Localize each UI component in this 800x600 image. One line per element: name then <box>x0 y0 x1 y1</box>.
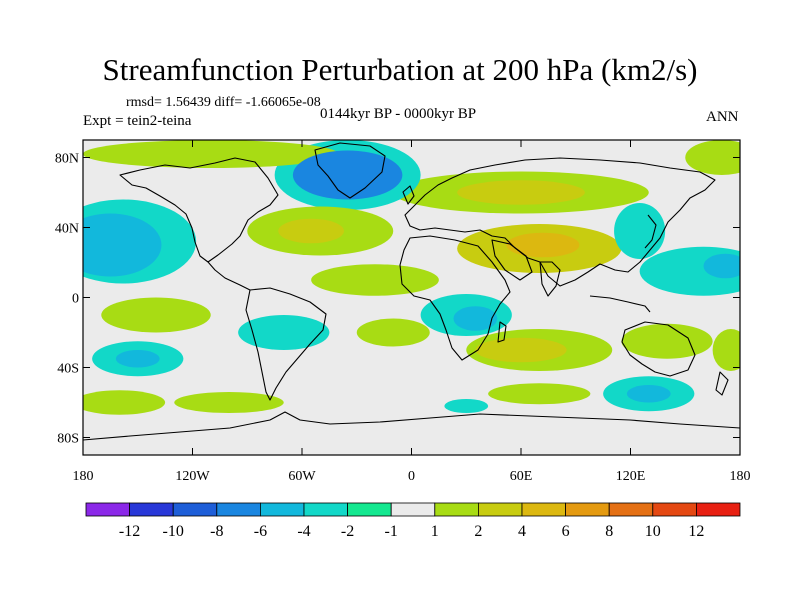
colorbar-label: -10 <box>163 523 184 540</box>
coast-arabia <box>491 239 533 281</box>
anomaly-atlantic-subtrop <box>311 264 439 296</box>
anomaly-south-africa <box>444 399 489 413</box>
lon-tick-label: 60W <box>288 469 316 484</box>
coast-greenland <box>314 142 386 199</box>
lat-tick-label: 80S <box>57 432 79 447</box>
coast-new-zealand <box>715 371 729 396</box>
colorbar-swatch <box>434 502 479 517</box>
colorbar-swatch <box>696 502 741 517</box>
coast-south-america <box>245 287 327 401</box>
colorbar-swatch <box>477 502 523 517</box>
colorbar-label: 2 <box>474 523 482 540</box>
lon-tick-label: 180 <box>73 469 94 484</box>
experiment-text: Expt = tein2-teina <box>83 113 192 129</box>
anomaly-arctic-band <box>83 140 339 168</box>
lon-tick-label: 180 <box>730 469 751 484</box>
colorbar-label: -12 <box>119 523 140 540</box>
anomaly-south-ocean-mid <box>174 392 284 413</box>
anomaly-east-asia <box>614 203 666 259</box>
colorbar-swatch <box>172 502 218 517</box>
anomaly-s-pacific-low-core <box>115 350 160 368</box>
colorbar-swatch <box>652 502 697 517</box>
chart-title: Streamfunction Perturbation at 200 hPa (… <box>102 52 698 87</box>
coast-central-america <box>207 261 251 291</box>
lon-tick-label: 120W <box>175 469 210 484</box>
period-text: 0144kyr BP - 0000kyr BP <box>320 106 477 122</box>
stats-text: rmsd= 1.56439 diff= -1.66065e-08 <box>126 95 321 110</box>
coast-madagascar <box>497 321 507 343</box>
coast-north-america <box>119 157 279 263</box>
colorbar-swatch <box>303 502 348 517</box>
anomaly-south-atlantic <box>356 318 430 347</box>
anomaly-east-pacific-south <box>712 329 740 371</box>
lon-tick-label: 60E <box>510 469 533 484</box>
season-text: ANN <box>706 109 739 125</box>
coast-japan <box>644 214 657 249</box>
anomaly-s-america-band <box>238 315 330 350</box>
colorbar-label: 10 <box>645 523 661 540</box>
colorbar-label: 1 <box>431 523 439 540</box>
colorbar-swatch <box>608 502 654 517</box>
anomaly-indian-ocean-core <box>475 337 567 363</box>
colorbar-label: 12 <box>688 523 704 540</box>
anomaly-africa-east-core <box>453 306 498 331</box>
anomaly-s-pacific-band <box>101 297 211 333</box>
lat-ticks: 80N 40N 0 40S 80S <box>55 152 740 447</box>
lat-tick-label: 40S <box>57 362 79 377</box>
coastlines <box>83 142 740 441</box>
anomaly-australia <box>621 323 713 359</box>
colorbar-swatch <box>565 502 610 517</box>
anomaly-eurasia-core <box>457 180 585 205</box>
colorbar-swatch <box>259 502 305 517</box>
anomaly-south-asia-core <box>506 232 580 258</box>
colorbar-swatch <box>129 502 174 517</box>
colorbar-label: -2 <box>341 523 354 540</box>
coast-antarctica <box>83 411 740 441</box>
colorbar-swatch <box>390 502 436 517</box>
lat-tick-label: 40N <box>55 222 79 237</box>
colorbar-label: -4 <box>297 523 310 540</box>
anomaly-southern-indian-core <box>626 385 671 403</box>
colorbar-label: 8 <box>605 523 613 540</box>
anomaly-south-ocean-west <box>83 390 166 415</box>
colorbar-label: -1 <box>385 523 398 540</box>
lon-tick-label: 0 <box>408 469 415 484</box>
lon-ticks: 180 120W 60W 0 60E 120E 180 <box>73 140 751 484</box>
colorbar-swatch <box>216 502 261 517</box>
anomaly-nw-pacific <box>685 140 740 175</box>
colorbar-swatch <box>347 502 392 517</box>
colorbar-swatch <box>85 502 130 517</box>
anomaly-greenland-low <box>292 150 403 200</box>
anomaly-na-atlantic-core <box>278 218 344 244</box>
anomaly-west-pacific-core <box>703 253 740 279</box>
lat-tick-label: 80N <box>55 152 79 167</box>
anomaly-field <box>83 140 740 415</box>
coast-indonesia <box>589 295 651 313</box>
coast-india <box>539 261 561 297</box>
anomaly-west-pacific <box>639 246 740 296</box>
lon-tick-label: 120E <box>616 469 646 484</box>
colorbar-label: 6 <box>562 523 570 540</box>
colorbar-label: 4 <box>518 523 526 540</box>
colorbar-swatch <box>521 502 566 517</box>
lat-tick-label: 0 <box>72 292 79 307</box>
anomaly-ne-pacific <box>83 213 162 277</box>
coast-australia <box>621 321 696 377</box>
coast-africa <box>399 235 511 361</box>
colorbar: -12 -10 -8 -6 -4 -2 -1 1 2 4 6 8 10 12 <box>85 502 741 540</box>
coast-british-isles <box>402 185 415 205</box>
anomaly-s-indian-band <box>488 383 591 405</box>
colorbar-label: -6 <box>254 523 267 540</box>
colorbar-label: -8 <box>210 523 223 540</box>
coast-eurasia <box>404 157 716 287</box>
